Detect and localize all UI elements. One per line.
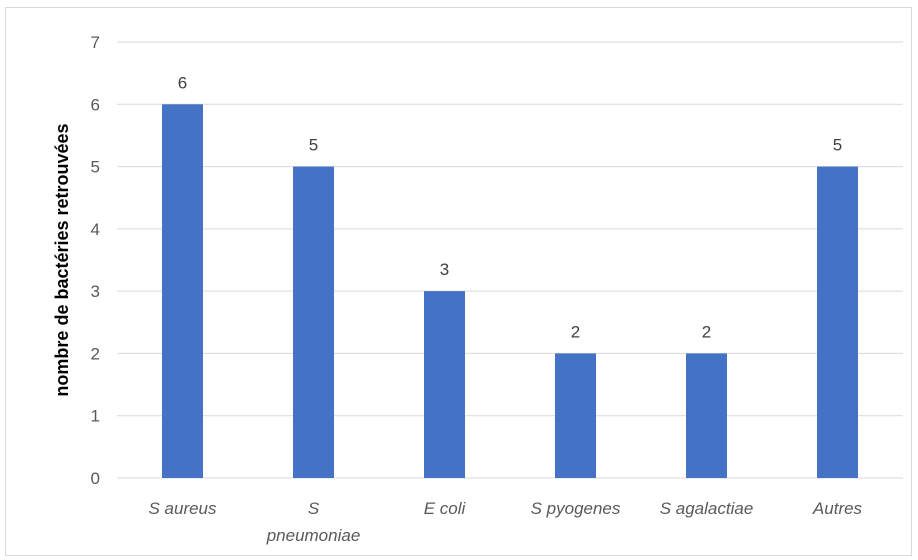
y-tick-label: 3 (91, 282, 100, 301)
bar (424, 291, 465, 478)
x-category-label: S agalactiae (660, 499, 754, 518)
y-tick-label: 7 (91, 33, 100, 52)
y-axis-label: nombre de bactéries retrouvées (52, 123, 72, 396)
data-label: 5 (833, 136, 842, 155)
x-category-label: S pyogenes (531, 499, 621, 518)
y-tick-label: 5 (91, 158, 100, 177)
y-tick-label: 1 (91, 407, 100, 426)
y-tick-label: 6 (91, 95, 100, 114)
x-category-label: E coli (424, 499, 467, 518)
bar (162, 104, 203, 479)
bar (293, 166, 334, 479)
data-label: 2 (571, 322, 580, 341)
bars (162, 104, 858, 479)
gridlines (117, 41, 903, 479)
data-labels: 6 5 3 2 2 5 (178, 73, 842, 341)
y-tick-label: 2 (91, 344, 100, 363)
data-label: 3 (440, 260, 449, 279)
y-axis-ticks: 0 1 2 3 4 5 6 7 (91, 33, 100, 488)
x-category-label: S aureus (148, 499, 217, 518)
x-category-label: Autres (812, 499, 863, 518)
data-label: 2 (702, 322, 711, 341)
y-tick-label: 0 (91, 469, 100, 488)
data-label: 5 (309, 136, 318, 155)
y-tick-label: 4 (91, 220, 100, 239)
data-label: 6 (178, 73, 187, 92)
bar (817, 166, 858, 479)
bar (686, 353, 727, 478)
bar (555, 353, 596, 478)
